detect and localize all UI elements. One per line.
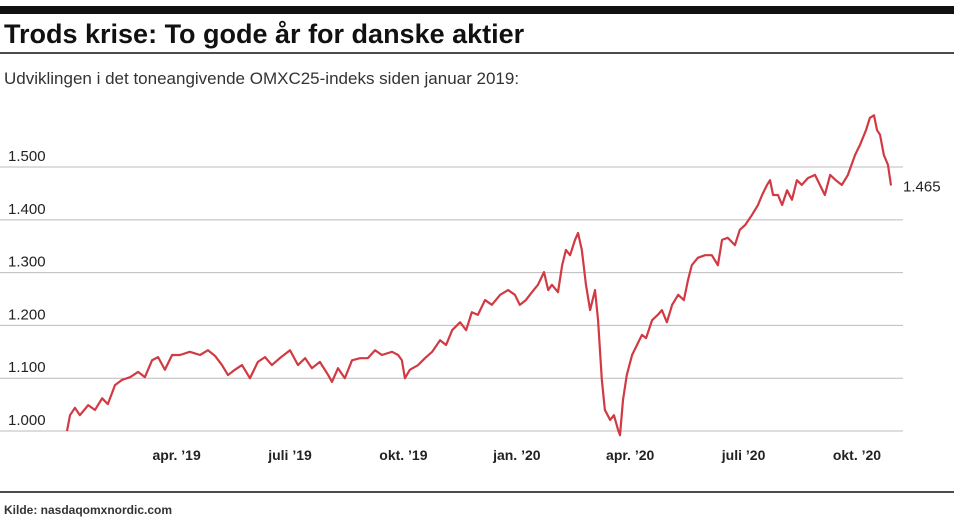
source: Kilde: nasdaqomxnordic.com	[4, 503, 172, 517]
x-tick-label: okt. ’20	[833, 447, 881, 463]
chart-title: Trods krise: To gode år for danske aktie…	[4, 19, 525, 49]
x-tick-label: jan. ’20	[492, 447, 541, 463]
x-tick-label: juli ’19	[267, 447, 312, 463]
y-tick-label: 1.300	[8, 254, 46, 271]
x-tick-label: apr. ’20	[606, 447, 654, 463]
x-tick-label: apr. ’19	[152, 447, 200, 463]
data-line	[65, 114, 893, 437]
y-tick-label: 1.500	[8, 148, 46, 165]
end-value-label: 1.465	[903, 178, 941, 195]
x-tick-label: okt. ’19	[379, 447, 427, 463]
x-tick-label: juli ’20	[721, 447, 766, 463]
y-tick-label: 1.000	[8, 412, 46, 429]
chart-subtitle: Udviklingen i det toneangivende OMXC25-i…	[4, 69, 519, 88]
top-bar	[0, 6, 954, 14]
y-tick-label: 1.200	[8, 306, 46, 323]
y-tick-label: 1.400	[8, 201, 46, 218]
y-tick-label: 1.100	[8, 359, 46, 376]
